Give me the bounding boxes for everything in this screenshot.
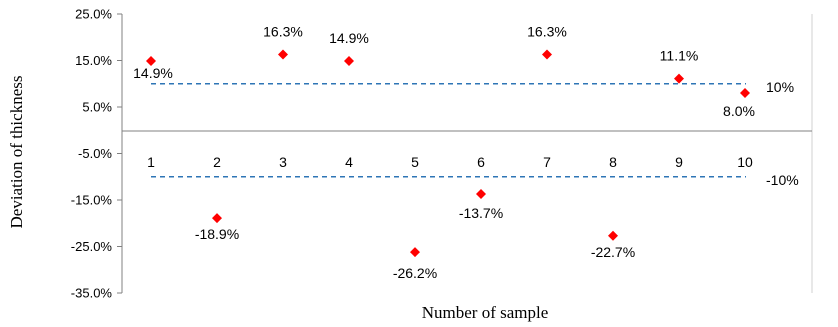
data-point-marker (410, 247, 420, 258)
x-category-label: 2 (213, 154, 221, 170)
x-category-label: 10 (737, 154, 753, 170)
data-point-label: 16.3% (263, 23, 303, 39)
y-tick-label: -35.0% (71, 286, 113, 301)
data-point-marker (476, 188, 486, 199)
data-point-label: 8.0% (723, 103, 755, 119)
reference-line-label: 10% (766, 79, 794, 95)
x-category-label: 5 (411, 154, 419, 170)
y-axis-ticks: 25.0% 15.0% 5.0% -5.0% -15.0% -25.0% -35.0% (71, 7, 122, 301)
data-point-marker (674, 73, 684, 84)
x-axis-title: Number of sample (422, 303, 549, 322)
reference-line-label: -10% (766, 172, 799, 188)
data-point-marker (146, 55, 156, 66)
data-points (146, 49, 750, 258)
x-category-label: 8 (609, 154, 617, 170)
data-point-label: -26.2% (393, 265, 437, 281)
data-point-marker (212, 213, 222, 224)
y-tick-label: -25.0% (71, 239, 113, 254)
y-tick-label: 15.0% (75, 53, 112, 68)
data-point-label: 11.1% (660, 48, 699, 64)
x-category-label: 3 (279, 154, 287, 170)
reference-lines: 10% -10% (151, 79, 799, 188)
x-category-label: 6 (477, 154, 485, 170)
data-point-labels: 14.9% -18.9% 16.3% 14.9% -26.2% -13.7% 16.3% -2… (133, 23, 755, 281)
data-point-marker (278, 49, 288, 60)
y-tick-label: -5.0% (78, 146, 112, 161)
data-point-marker (542, 49, 552, 60)
x-category-label: 4 (345, 154, 353, 170)
y-tick-label: -15.0% (71, 193, 113, 208)
y-tick-label: 5.0% (82, 100, 112, 115)
y-axis-title: Deviation of thickness (7, 76, 26, 229)
data-point-label: -13.7% (459, 205, 503, 221)
x-category-label: 7 (543, 154, 551, 170)
data-point-label: -18.9% (195, 226, 239, 242)
data-point-label: 16.3% (527, 23, 567, 39)
x-category-label: 1 (147, 154, 155, 170)
x-axis-category-labels: 1 2 3 4 5 6 7 8 9 10 (147, 154, 753, 170)
x-category-label: 9 (675, 154, 683, 170)
data-point-label: 14.9% (133, 65, 173, 81)
y-tick-label: 25.0% (75, 7, 112, 22)
data-point-label: -22.7% (591, 244, 635, 260)
data-point-marker (740, 88, 750, 99)
data-point-label: 14.9% (329, 30, 369, 46)
data-point-marker (608, 230, 618, 241)
data-point-marker (344, 55, 354, 66)
